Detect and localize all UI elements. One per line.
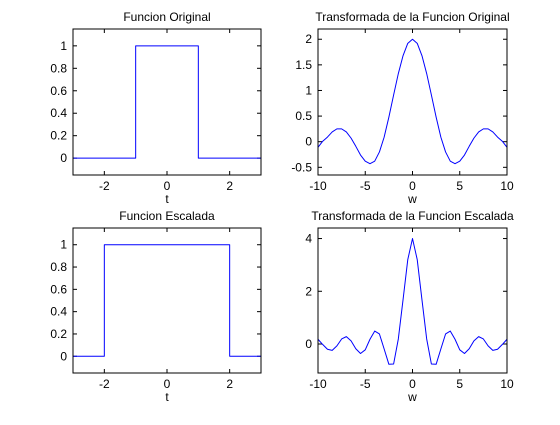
axes-frame	[72, 227, 262, 374]
x-tick-label: 10	[500, 179, 514, 193]
y-tick-label: 0	[60, 151, 67, 165]
x-tick-label: -2	[99, 179, 110, 193]
chart-title: Funcion Escalada	[119, 209, 215, 223]
series-line-1	[73, 244, 261, 357]
y-tick-label: 0.4	[50, 305, 67, 319]
y-tick-label: 0.2	[50, 327, 67, 341]
x-tick-label: -5	[360, 179, 371, 193]
plot-area	[73, 29, 261, 175]
series-line-1	[317, 238, 508, 365]
axes-frame	[317, 28, 508, 176]
y-tick-label: 0	[305, 135, 312, 149]
x-tick-label: 5	[456, 179, 463, 193]
chart-title: Transformada de la Funcion Escalada	[311, 209, 514, 223]
y-tick-label: 1	[60, 238, 67, 252]
series-line-1	[73, 45, 261, 159]
plot-area	[73, 228, 261, 373]
x-tick-label: -10	[309, 179, 327, 193]
y-tick-label: 0.5	[295, 109, 312, 123]
plot-area	[318, 29, 507, 175]
y-tick-label: 0.8	[50, 260, 67, 274]
y-tick-label: 0.6	[50, 282, 67, 296]
x-axis-label: w	[407, 390, 417, 404]
plot-area	[318, 228, 507, 373]
x-axis-label: t	[165, 192, 169, 206]
y-tick-label: 2	[305, 32, 312, 46]
x-tick-label: -10	[309, 377, 327, 391]
x-tick-label: 10	[500, 377, 514, 391]
y-tick-label: 0.6	[50, 84, 67, 98]
y-tick-label: -0.5	[291, 160, 312, 174]
y-tick-label: 0	[60, 349, 67, 363]
x-tick-label: 2	[226, 179, 233, 193]
x-axis-label: w	[407, 192, 417, 206]
axes-frame	[72, 28, 262, 176]
y-tick-label: 4	[305, 232, 312, 246]
x-tick-label: 0	[164, 377, 171, 391]
y-tick-label: 2	[305, 284, 312, 298]
subplot-4: Transformada de la Funcion Escalada -10 -5…	[305, 209, 514, 404]
x-tick-label: 0	[409, 377, 416, 391]
chart-title: Transformada de la Funcion Original	[315, 10, 509, 24]
subplot-2: Transformada de la Funcion Original -10 -5…	[291, 10, 514, 206]
y-tick-label: 0.4	[50, 106, 67, 120]
x-tick-label: -2	[99, 377, 110, 391]
x-tick-label: 5	[456, 377, 463, 391]
x-tick-label: 2	[226, 377, 233, 391]
y-tick-label: 0.2	[50, 129, 67, 143]
y-tick-label: 0	[305, 337, 312, 351]
y-tick-label: 0.8	[50, 61, 67, 75]
series-line-1	[317, 38, 508, 165]
x-tick-label: -5	[360, 377, 371, 391]
x-tick-label: 0	[409, 179, 416, 193]
axes-frame	[317, 227, 508, 374]
subplot-1: Funcion Original -2 0 2 0 0.2 0.4 0.6 0.8 1 t	[50, 10, 262, 206]
y-tick-label: 1.5	[295, 58, 312, 72]
chart-title: Funcion Original	[123, 10, 210, 24]
subplot-3: Funcion Escalada -2 0 2 0 0.2 0.4 0.6 0.8 1 t	[50, 209, 262, 404]
y-tick-label: 1	[305, 83, 312, 97]
y-tick-label: 1	[60, 39, 67, 53]
x-tick-label: 0	[164, 179, 171, 193]
x-axis-label: t	[165, 390, 169, 404]
